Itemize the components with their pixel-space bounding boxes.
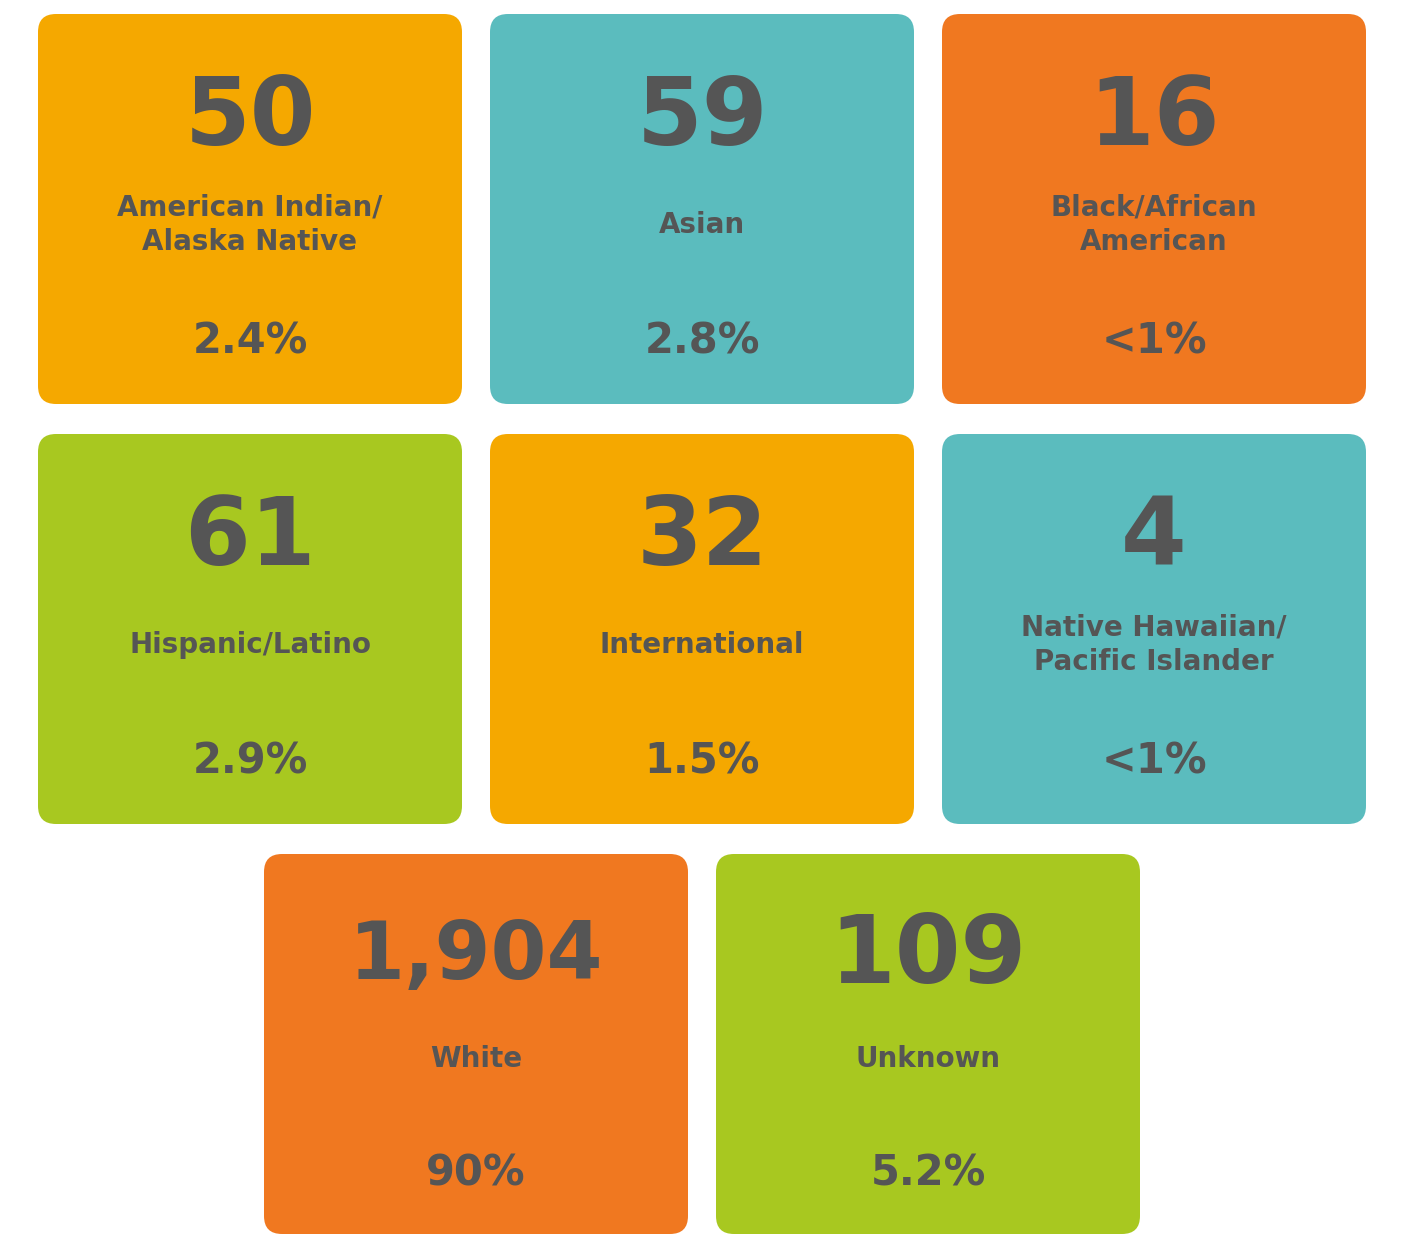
FancyBboxPatch shape bbox=[38, 434, 462, 824]
Text: Unknown: Unknown bbox=[855, 1045, 1001, 1073]
Text: 2.4%: 2.4% bbox=[192, 321, 307, 362]
Text: <1%: <1% bbox=[1101, 741, 1207, 782]
Text: 59: 59 bbox=[636, 73, 768, 166]
FancyBboxPatch shape bbox=[942, 434, 1366, 824]
FancyBboxPatch shape bbox=[942, 14, 1366, 404]
Text: International: International bbox=[600, 631, 804, 658]
FancyBboxPatch shape bbox=[38, 14, 462, 404]
Text: 5.2%: 5.2% bbox=[870, 1152, 986, 1194]
Text: White: White bbox=[430, 1045, 522, 1073]
Text: 16: 16 bbox=[1088, 73, 1220, 166]
Text: Black/African
American: Black/African American bbox=[1050, 193, 1258, 256]
FancyBboxPatch shape bbox=[264, 854, 688, 1234]
Text: 61: 61 bbox=[184, 493, 316, 586]
Text: 1,904: 1,904 bbox=[348, 918, 604, 996]
Text: 1.5%: 1.5% bbox=[644, 741, 760, 782]
FancyBboxPatch shape bbox=[490, 434, 914, 824]
Text: Asian: Asian bbox=[658, 211, 746, 238]
Text: 4: 4 bbox=[1122, 493, 1186, 586]
Text: 2.8%: 2.8% bbox=[644, 321, 760, 362]
Text: 50: 50 bbox=[184, 73, 316, 166]
Text: 2.9%: 2.9% bbox=[192, 741, 307, 782]
FancyBboxPatch shape bbox=[490, 14, 914, 404]
Text: 109: 109 bbox=[830, 910, 1026, 1003]
Text: 90%: 90% bbox=[427, 1152, 526, 1194]
FancyBboxPatch shape bbox=[716, 854, 1140, 1234]
Text: Native Hawaiian/
Pacific Islander: Native Hawaiian/ Pacific Islander bbox=[1021, 613, 1286, 676]
Text: 32: 32 bbox=[636, 493, 768, 586]
Text: American Indian/
Alaska Native: American Indian/ Alaska Native bbox=[118, 193, 383, 256]
Text: Hispanic/Latino: Hispanic/Latino bbox=[129, 631, 371, 658]
Text: <1%: <1% bbox=[1101, 321, 1207, 362]
